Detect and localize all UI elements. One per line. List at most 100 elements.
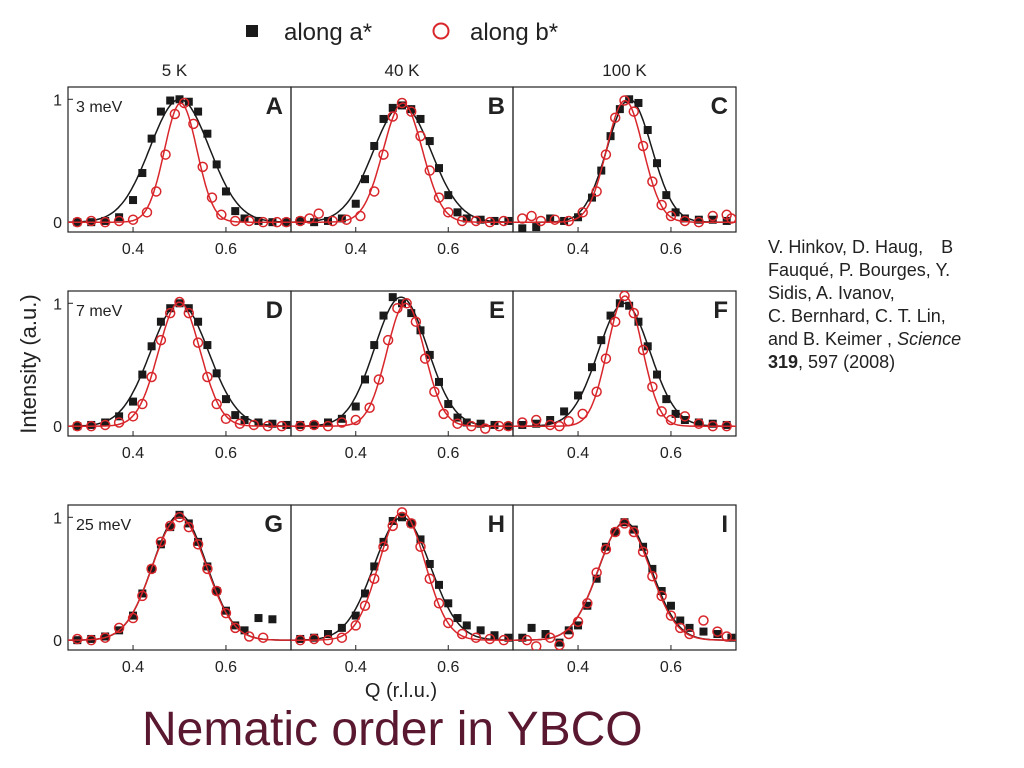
data-point-a: [221, 187, 230, 196]
data-point-a: [671, 208, 680, 217]
data-point-b: [146, 371, 157, 383]
plot-area: [513, 291, 736, 432]
data-point-b: [406, 518, 417, 529]
data-point-b: [544, 632, 556, 643]
data-point-a: [425, 350, 434, 359]
data-point-a: [574, 621, 583, 630]
fit-curve-b: [513, 99, 736, 223]
data-point-a: [648, 564, 657, 573]
data-point-b: [387, 111, 398, 122]
plot-area: [291, 507, 513, 646]
data-point-b: [206, 192, 218, 203]
data-point-a: [666, 601, 675, 610]
data-point-b: [656, 406, 667, 417]
data-point-b: [498, 215, 509, 227]
panel-frame: [512, 504, 737, 651]
x-tick-label: 0.6: [437, 241, 459, 258]
data-point-b: [517, 213, 528, 224]
legend-square-marker: [246, 25, 258, 37]
data-point-a: [518, 224, 527, 232]
data-point-b: [387, 520, 398, 532]
data-point-a: [606, 132, 615, 141]
fit-curve-b: [291, 302, 513, 427]
data-point-b: [336, 632, 348, 643]
data-point-b: [591, 567, 602, 578]
data-point-a: [240, 416, 249, 425]
data-point-a: [203, 341, 212, 350]
fit-curve-a: [513, 98, 736, 223]
slide-title: Nematic order in YBCO: [142, 703, 643, 756]
data-point-b: [684, 628, 695, 640]
x-axis-label: Q (r.l.u.): [365, 680, 437, 702]
data-point-a: [221, 606, 230, 615]
data-point-b: [619, 291, 630, 302]
data-point-b: [304, 213, 315, 224]
data-point-b: [164, 307, 176, 319]
data-point-a: [634, 98, 643, 107]
data-point-a: [115, 412, 124, 421]
data-point-a: [541, 630, 550, 639]
data-point-b: [192, 539, 204, 550]
plot-area: [513, 518, 736, 650]
data-point-a: [370, 341, 379, 350]
data-point-b: [341, 214, 352, 225]
data-point-b: [216, 209, 227, 221]
data-point-b: [415, 541, 426, 553]
data-point-b: [234, 418, 246, 429]
data-point-b: [243, 215, 255, 227]
data-point-b: [355, 210, 366, 222]
data-point-a: [351, 611, 360, 620]
data-point-b: [707, 210, 719, 222]
data-point-a: [254, 614, 263, 623]
data-point-b: [619, 95, 630, 106]
x-tick-label: 0.4: [345, 445, 367, 462]
column-label-2: 100 K: [602, 61, 647, 80]
x-tick-label: 0.4: [345, 659, 367, 676]
data-point-a: [296, 420, 305, 429]
data-point-a: [615, 105, 624, 114]
data-point-a: [370, 141, 379, 150]
data-point-b: [308, 633, 320, 645]
data-point-a: [175, 95, 184, 104]
panel-grid: 0.4 0.6 0 1 3 meV A 0.4 0.6 B 0.4 0.6 C 0.4 0.6 0 1 7 me…: [53, 86, 737, 676]
data-point-b: [563, 215, 574, 227]
data-point-b: [530, 641, 542, 650]
x-tick-label: 0.4: [122, 241, 144, 258]
data-point-a: [662, 191, 671, 200]
data-point-b: [577, 408, 588, 420]
fit-curve-b: [513, 295, 736, 427]
data-point-b: [127, 411, 139, 422]
data-point-b: [577, 207, 588, 218]
panel-letter: I: [721, 511, 728, 538]
ref-line-1-tail: B: [941, 237, 954, 257]
data-point-b: [99, 216, 111, 228]
plot-area: [513, 95, 736, 232]
data-point-a: [722, 420, 731, 429]
data-point-a: [444, 191, 453, 200]
x-tick-label: 0.6: [215, 659, 237, 676]
data-point-b: [656, 590, 667, 602]
data-point-a: [694, 418, 703, 427]
data-point-a: [361, 175, 369, 184]
data-point-a: [370, 562, 379, 571]
ref-journal: Science: [897, 329, 962, 349]
data-point-a: [361, 375, 369, 384]
data-point-b: [72, 216, 83, 228]
panel-letter: H: [488, 511, 505, 538]
data-point-b: [188, 118, 199, 130]
x-tick-label: 0.4: [122, 659, 144, 676]
data-point-a: [351, 199, 360, 208]
data-point-b: [230, 622, 241, 634]
data-point-b: [137, 590, 148, 602]
data-point-b: [693, 216, 705, 228]
y-tick-label: 1: [53, 510, 62, 527]
data-point-b: [609, 526, 621, 538]
data-point-a: [416, 326, 425, 335]
data-point-a: [212, 587, 221, 596]
data-point-a: [694, 215, 703, 224]
data-point-b: [707, 420, 719, 432]
data-point-a: [476, 419, 485, 428]
data-point-a: [212, 160, 221, 169]
data-point-a: [388, 293, 397, 302]
